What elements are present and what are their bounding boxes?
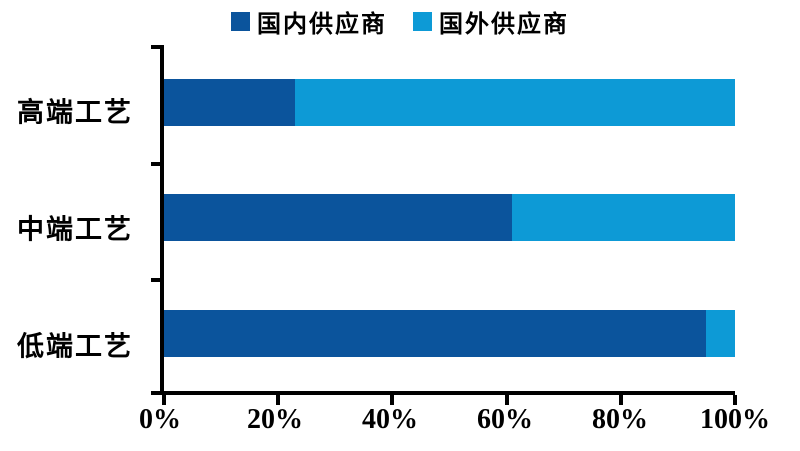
x-axis-tick	[276, 395, 281, 405]
x-axis-tick	[733, 395, 737, 405]
bar-segment-国内供应商-中端工艺	[164, 194, 513, 242]
bar-segment-国外供应商-低端工艺	[706, 309, 735, 357]
category-label-0: 高端工艺	[17, 97, 133, 128]
bar-rows	[164, 45, 735, 391]
bar-segment-国内供应商-低端工艺	[164, 309, 707, 357]
legend-item-0: 国内供应商	[231, 4, 387, 39]
x-tick-label-40: 40%	[362, 404, 418, 435]
x-axis-tick	[504, 395, 509, 405]
bar-track	[164, 79, 735, 127]
bar-segment-国外供应商-高端工艺	[295, 79, 735, 127]
legend-label: 国内供应商	[257, 12, 387, 38]
bar-row-0	[164, 45, 735, 160]
x-tick-label-0: 0%	[139, 404, 181, 435]
category-label-1: 中端工艺	[17, 214, 133, 245]
legend-label: 国外供应商	[439, 12, 569, 38]
legend-item-1: 国外供应商	[413, 4, 569, 39]
bar-segment-国外供应商-中端工艺	[512, 194, 735, 242]
x-axis-tick	[618, 395, 623, 405]
y-axis-tick	[151, 45, 161, 49]
bar-track	[164, 194, 735, 242]
bar-track	[164, 309, 735, 357]
x-tick-label-100: 100%	[700, 404, 770, 435]
x-tick-label-20: 20%	[247, 404, 303, 435]
plot-area	[151, 45, 737, 405]
y-axis-tick	[151, 278, 161, 282]
legend-swatch-icon	[413, 12, 432, 31]
chart-legend: 国内供应商 国外供应商	[0, 4, 800, 39]
bar-row-1	[164, 160, 735, 275]
bar-segment-国内供应商-高端工艺	[164, 79, 296, 127]
x-tick-label-80: 80%	[592, 404, 648, 435]
bar-row-2	[164, 276, 735, 391]
x-axis-tick	[162, 395, 166, 405]
legend-swatch-icon	[231, 12, 250, 31]
y-axis-tick	[151, 391, 161, 395]
x-tick-label-60: 60%	[477, 404, 533, 435]
category-label-2: 低端工艺	[17, 331, 133, 362]
y-axis-tick	[151, 162, 161, 166]
x-axis-tick	[390, 395, 395, 405]
